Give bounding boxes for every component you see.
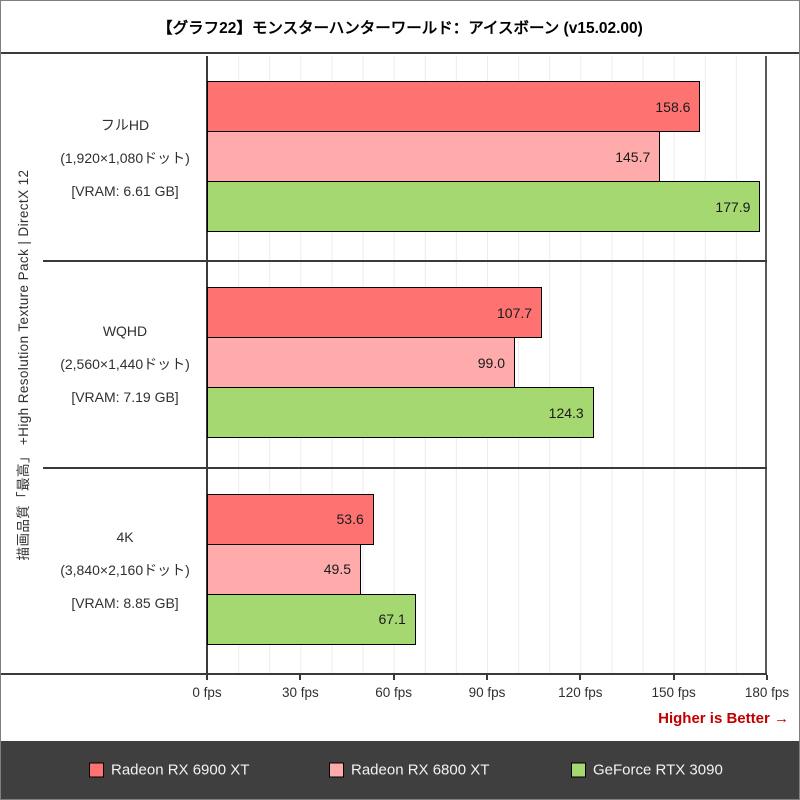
x-axis-tick [486, 675, 488, 680]
category-label-line: [VRAM: 6.61 GB] [71, 182, 179, 199]
legend-item-radeon-rx-6900-xt: Radeon RX 6900 XT [89, 762, 249, 779]
bar-geforce-rtx-3090-hd: 177.9 [207, 181, 761, 232]
category-label-line: WQHD [102, 322, 148, 339]
bar-radeon-rx-6800-xt-4k: 49.5 [207, 543, 361, 595]
higher-is-better-note: Higher is Better → [658, 710, 789, 727]
legend-bar: Radeon RX 6900 XT Radeon RX 6800 XT GeForc… [1, 741, 799, 799]
bar-value-label: 67.1 [378, 611, 406, 628]
bar-geforce-rtx-3090-4k: 67.1 [207, 593, 416, 645]
x-axis-tick [299, 675, 302, 680]
category-label-line: (2,560×1,440ドット) [60, 355, 190, 372]
bar-value-label: 177.9 [715, 198, 751, 215]
bar-value-label: 99.0 [477, 354, 505, 371]
bar-radeon-rx-6900-xt-hd: 158.6 [207, 81, 701, 132]
bar-radeon-rx-6800-xt-wqhd: 99.0 [207, 337, 515, 389]
legend-color-swatch [571, 762, 586, 778]
legend-item-label: Radeon RX 6800 XT [351, 761, 490, 779]
y-axis-title-area: 描画品質「最高」 +High Resolution Texture Pack |… [1, 56, 43, 673]
bar-value-label: 158.6 [655, 98, 691, 115]
category-plot: 158.6 145.7 177.9 [207, 56, 767, 260]
category-plot: 107.7 99.0 124.3 [207, 262, 767, 466]
category-rows: フルHD (1,920×1,080ドット) [VRAM: 6.61 GB] 158.6… [43, 56, 767, 673]
category-label: フルHD (1,920×1,080ドット) [VRAM: 6.61 GB] [43, 56, 207, 260]
category-row-4k: 4K (3,840×2,160ドット) [VRAM: 8.85 GB] 53.6 49.… [43, 466, 767, 673]
legend-item-radeon-rx-6800-xt: Radeon RX 6800 XT [329, 762, 489, 779]
x-axis-tick-label: 30 fps [281, 685, 319, 700]
category-label-line: (1,920×1,080ドット) [60, 149, 190, 166]
legend-item-geforce-rtx-3090: GeForce RTX 3090 [571, 762, 723, 779]
x-axis-tick-label: 0 fps [192, 685, 222, 700]
bar-radeon-rx-6900-xt-4k: 53.6 [207, 493, 374, 545]
x-axis-tick-label: 180 fps [744, 685, 790, 700]
category-label: 4K (3,840×2,160ドット) [VRAM: 8.85 GB] [43, 469, 207, 673]
x-axis-tick-label: 60 fps [375, 685, 413, 700]
bar-value-label: 53.6 [336, 511, 364, 528]
bar-radeon-rx-6800-xt-hd: 145.7 [207, 131, 661, 182]
bar-value-label: 107.7 [497, 304, 533, 321]
category-label-line: 4K [116, 529, 134, 546]
bar-value-label: 145.7 [615, 148, 651, 165]
x-axis-tick [392, 675, 395, 680]
x-axis-tick-label: 150 fps [651, 685, 696, 700]
y-axis-title: 描画品質「最高」 +High Resolution Texture Pack |… [16, 169, 31, 560]
legend-item-label: Radeon RX 6900 XT [111, 761, 250, 779]
bar-value-label: 49.5 [323, 561, 351, 578]
x-axis-tick-label: 90 fps [468, 685, 506, 700]
category-row-wqhd: WQHD (2,560×1,440ドット) [VRAM: 7.19 GB] 107.7… [43, 260, 767, 466]
x-axis-tick [206, 675, 208, 680]
x-axis-tick-label: 120 fps [558, 685, 603, 700]
category-label-line: [VRAM: 8.85 GB] [71, 595, 179, 612]
legend-color-swatch [89, 762, 104, 778]
x-axis-tick [579, 675, 582, 680]
category-label: WQHD (2,560×1,440ドット) [VRAM: 7.19 GB] [43, 262, 207, 466]
category-label-line: フルHD [100, 116, 150, 133]
plot-right-border [765, 56, 767, 673]
bar-geforce-rtx-3090-wqhd: 124.3 [207, 387, 594, 439]
chart-body: 描画品質「最高」 +High Resolution Texture Pack |… [1, 56, 767, 673]
category-label-line: [VRAM: 7.19 GB] [71, 388, 179, 405]
bar-radeon-rx-6900-xt-wqhd: 107.7 [207, 287, 543, 339]
x-axis-tick [672, 675, 675, 680]
bar-value-label: 124.3 [548, 404, 584, 421]
legend-item-label: GeForce RTX 3090 [593, 761, 723, 779]
category-plot: 53.6 49.5 67.1 [207, 469, 767, 673]
chart-title: 【グラフ22】モンスターハンターワールド：アイスボーン (v15.02.00) [1, 1, 799, 54]
legend-color-swatch [329, 762, 344, 778]
category-label-line: (3,840×2,160ドット) [60, 562, 190, 579]
x-axis-tick [766, 675, 768, 680]
category-row-hd: フルHD (1,920×1,080ドット) [VRAM: 6.61 GB] 158.6… [43, 56, 767, 260]
x-axis-line [1, 673, 767, 675]
